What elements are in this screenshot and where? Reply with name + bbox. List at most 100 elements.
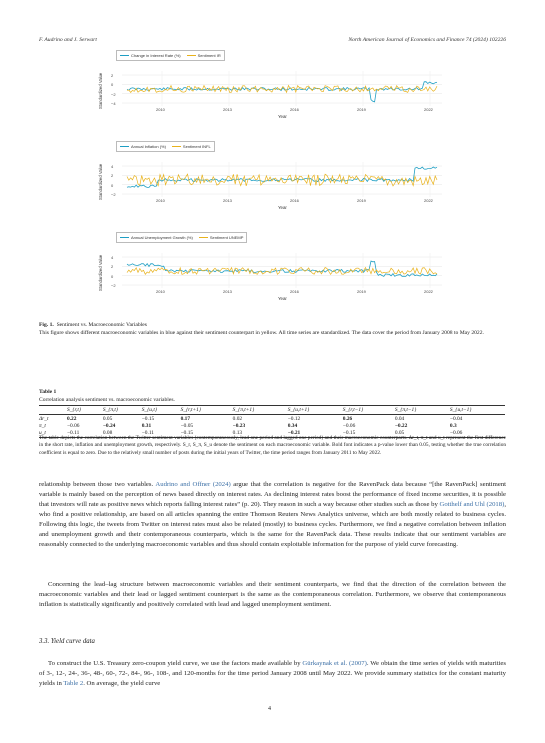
citation-gotthelf-uhl[interactable]: Gotthelf and Uhl (2018) <box>440 501 505 508</box>
running-head-authors: F. Audrino and J. Serwart <box>39 37 97 43</box>
y-tick-label: 0 <box>111 82 114 88</box>
paragraph-2: Concerning the lead–lag structure betwee… <box>39 581 506 608</box>
x-tick-label: 2013 <box>223 198 232 203</box>
table-column-header: S_{u,t+1} <box>287 407 310 413</box>
sentiment-series-line <box>126 266 438 276</box>
x-axis-label: Year <box>278 114 287 119</box>
table-2-link[interactable]: Table 2 <box>63 680 84 687</box>
legend-label: Annual Unemployment Growth (%) <box>131 235 193 240</box>
y-tick-label: 2 <box>111 73 114 78</box>
legend-item: Sentiment IR <box>186 53 221 58</box>
table-cell: −0.12 <box>287 415 301 422</box>
p3-text-a: To construct the U.S. Treasury zero-coup… <box>48 660 301 667</box>
p1-text-c: , who find a positive relationship, are … <box>39 501 507 548</box>
legend-label: Change in Interest Rate (%) <box>131 53 181 58</box>
citation-gurkaynak[interactable]: Gürkaynak et al. (2007) <box>302 660 366 667</box>
x-tick-label: 2016 <box>290 289 299 294</box>
table-cell: 0.34 <box>287 422 298 429</box>
table-cell: −0.22 <box>394 422 408 429</box>
table-column-header: S_{π,t+1} <box>232 407 255 413</box>
figure-caption-body: This figure shows different macroeconomi… <box>39 329 484 336</box>
table-title: Correlation analysis sentiment vs. macro… <box>39 396 175 403</box>
y-axis-label: Standardized Value <box>98 72 103 109</box>
legend-item: Annual Inflation (%) <box>120 144 166 149</box>
y-tick-label: 4 <box>111 255 114 260</box>
legend-swatch <box>120 145 129 148</box>
x-axis-label: Year <box>278 296 287 301</box>
legend-label: Sentiment IR <box>197 53 221 58</box>
x-tick-label: 2022 <box>424 198 433 203</box>
row-label: Δr_t <box>39 415 49 422</box>
row-label: u_t <box>39 429 46 436</box>
table-cell: −0.23 <box>232 422 246 429</box>
table-note: The table depicts the correlation betwee… <box>39 435 506 456</box>
y-tick-label: 4 <box>111 164 114 169</box>
table-cell: −0.24 <box>102 422 116 429</box>
table-column-header: S_{u,t−1} <box>449 407 472 413</box>
table-column-header: S_{r,t} <box>67 407 82 413</box>
x-tick-label: 2010 <box>156 198 165 203</box>
y-axis-label: Standardized Value <box>98 254 103 291</box>
table-column-header: S_{u,t} <box>141 407 157 413</box>
table-cell: 0.05 <box>394 429 405 436</box>
plot-area <box>122 162 442 197</box>
y-tick-label: −4 <box>111 101 116 106</box>
table-cell: −0.15 <box>180 429 194 436</box>
citation-audrino-offner-year: (2024) <box>212 481 231 488</box>
table-cell: 0.17 <box>180 415 191 422</box>
legend-swatch <box>120 236 129 239</box>
table-column-header: S_{r,t−1} <box>342 407 364 413</box>
paragraph-3: To construct the U.S. Treasury zero-coup… <box>39 659 506 689</box>
table-cell: 0.05 <box>102 415 113 422</box>
figure-caption: Fig. 1. Sentiment vs. Macroeconomic Vari… <box>39 322 506 337</box>
x-axis-label: Year <box>278 205 287 210</box>
table-row: Δr_t 0.22 0.05 −0.15 0.17 0.02 −0.12 0.26 0.04 −0… <box>39 415 505 423</box>
figure-panel-3: Annual Unemployment Growth (%) Sentiment … <box>98 230 453 312</box>
citation-gotthelf-uhl-year: (2018) <box>486 501 505 508</box>
table-cell: −0.06 <box>449 429 463 436</box>
table-cell: 0.26 <box>342 415 353 422</box>
paragraph-1: relationship between those two variables… <box>39 480 506 550</box>
figure-panel-1: Change in Interest Rate (%) Sentiment IR S… <box>98 48 453 130</box>
legend-swatch <box>198 236 208 239</box>
legend-label: Annual Inflation (%) <box>131 144 166 149</box>
p3-text-c: . On average, the yield curve <box>83 680 161 687</box>
legend: Annual Inflation (%) Sentiment INFL <box>116 141 215 152</box>
macro-series-line <box>126 81 438 103</box>
table-cell: 0.31 <box>141 422 152 429</box>
table-cell: −0.06 <box>342 422 356 429</box>
legend: Change in Interest Rate (%) Sentiment IR <box>116 50 225 61</box>
table-cell: −0.05 <box>180 422 194 429</box>
macro-series-line <box>126 260 438 277</box>
table-column-header: S_{π,t−1} <box>394 407 417 413</box>
y-tick-label: −2 <box>111 283 116 288</box>
x-tick-label: 2022 <box>424 107 433 112</box>
y-tick-label: 0 <box>111 182 114 188</box>
table-header-row: S_{r,t} S_{π,t} S_{u,t} S_{r,t+1} S_{π,t+1} S… <box>39 405 505 415</box>
table-column-header: S_{π,t} <box>102 407 119 413</box>
y-tick-label: 2 <box>111 173 114 179</box>
legend-swatch <box>171 145 181 148</box>
legend-item: Sentiment UNEMP <box>198 235 243 240</box>
y-tick-label: 0 <box>111 273 114 279</box>
section-heading: 3.3. Yield curve data <box>39 638 95 645</box>
citation-audrino-offner[interactable]: Audrino and Offner (2024) <box>155 481 230 488</box>
table-column-header: S_{r,t+1} <box>180 407 202 413</box>
table-column-header <box>39 406 67 415</box>
macro-series-line <box>126 166 438 188</box>
table-cell: 0.3 <box>449 422 457 429</box>
figure-caption-label: Fig. 1. <box>39 322 54 328</box>
x-tick-label: 2016 <box>290 198 299 203</box>
legend: Annual Unemployment Growth (%) Sentiment … <box>116 232 248 243</box>
sentiment-series-line <box>126 173 438 187</box>
x-tick-label: 2013 <box>223 107 232 112</box>
citation-gurkaynak-name: Gürkaynak et al. <box>302 660 348 667</box>
citation-gurkaynak-year: (2007) <box>349 660 367 667</box>
y-axis-label: Standardized Value <box>98 163 103 200</box>
legend-item: Sentiment INFL <box>171 144 211 149</box>
table-cell: −0.11 <box>141 429 155 436</box>
y-tick-label: −2 <box>111 192 116 197</box>
table-body: Δr_t 0.22 0.05 −0.15 0.17 0.02 −0.12 0.26 0.04 −0… <box>39 415 505 438</box>
p1-text-a: relationship between those two variables… <box>39 481 154 488</box>
p1-text-b: argue that the correlation is negative f… <box>39 481 507 508</box>
